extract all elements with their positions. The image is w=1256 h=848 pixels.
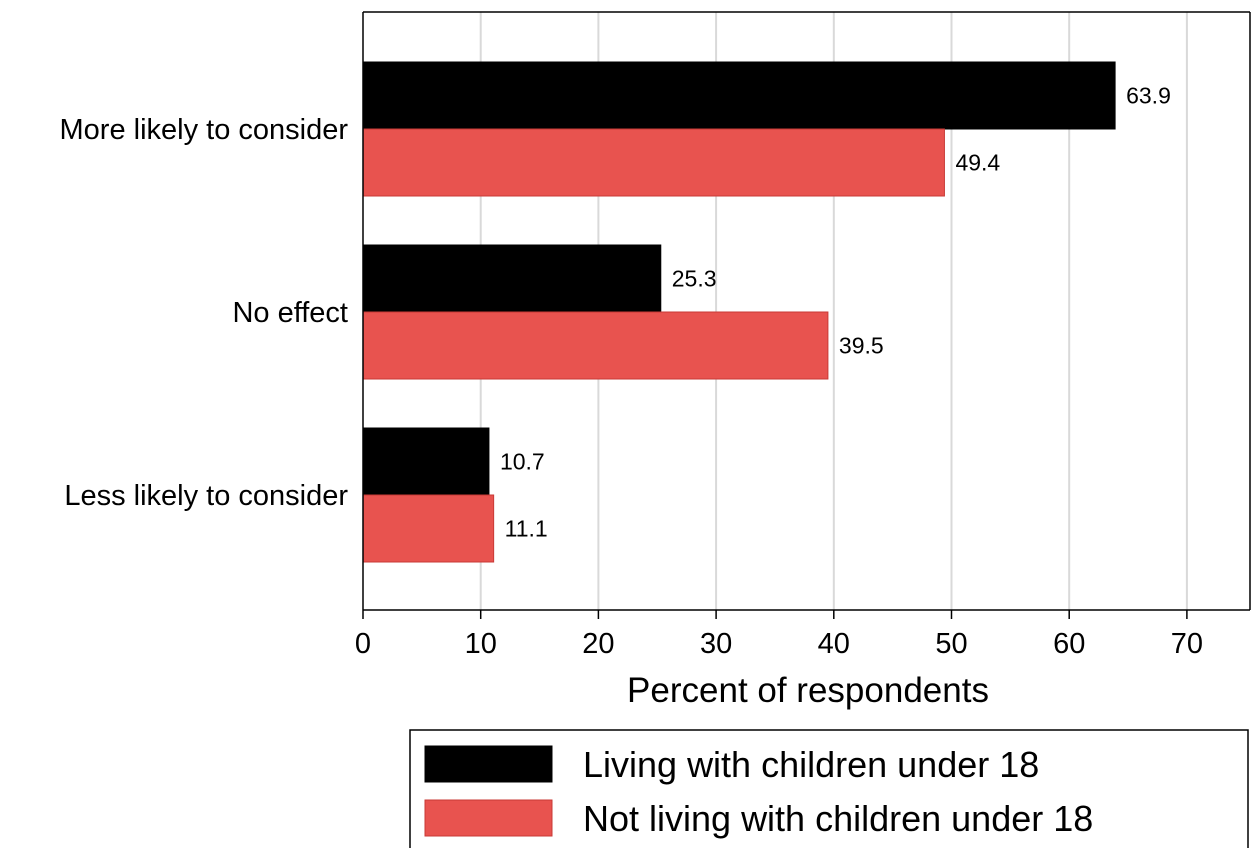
bar-not-living-2	[362, 494, 495, 563]
bar-living-1	[362, 244, 662, 313]
x-tick-label-60: 60	[1053, 628, 1085, 660]
x-ticks: 0 10 20 30 40 50 60 70	[355, 610, 1203, 660]
value-label: 11.1	[505, 516, 548, 542]
legend-label: Not living with children under 18	[583, 798, 1093, 839]
x-tick-label-40: 40	[818, 628, 850, 660]
bars	[362, 61, 1116, 563]
x-tick-label-50: 50	[935, 628, 967, 660]
legend-swatch-not-living	[424, 799, 553, 837]
value-label: 63.9	[1126, 83, 1171, 109]
bar-not-living-0	[362, 128, 945, 197]
category-labels: More likely to consider No effect Less lik…	[60, 114, 349, 512]
bar-living-2	[362, 427, 490, 496]
x-tick-label-10: 10	[465, 628, 497, 660]
category-label: No effect	[232, 297, 348, 329]
value-label: 10.7	[500, 449, 545, 475]
bar-not-living-1	[362, 311, 829, 380]
bar-living-0	[362, 61, 1116, 130]
value-label: 39.5	[839, 333, 884, 359]
axes	[362, 11, 1251, 611]
legend-swatch-living	[424, 745, 553, 783]
x-tick-label-20: 20	[582, 628, 614, 660]
value-labels: 63.9 49.4 25.3 39.5 10.7 11.1	[500, 83, 1171, 542]
category-label: Less likely to consider	[64, 480, 348, 512]
x-tick-label-0: 0	[355, 628, 371, 660]
value-label: 49.4	[955, 150, 1000, 176]
category-label: More likely to consider	[60, 114, 349, 146]
x-tick-label-30: 30	[700, 628, 732, 660]
value-label: 25.3	[672, 266, 717, 292]
x-tick-label-70: 70	[1171, 628, 1203, 660]
x-axis-title: Percent of respondents	[627, 671, 989, 710]
legend-label: Living with children under 18	[583, 744, 1039, 785]
legend: Living with children under 18 Not living …	[409, 729, 1249, 848]
